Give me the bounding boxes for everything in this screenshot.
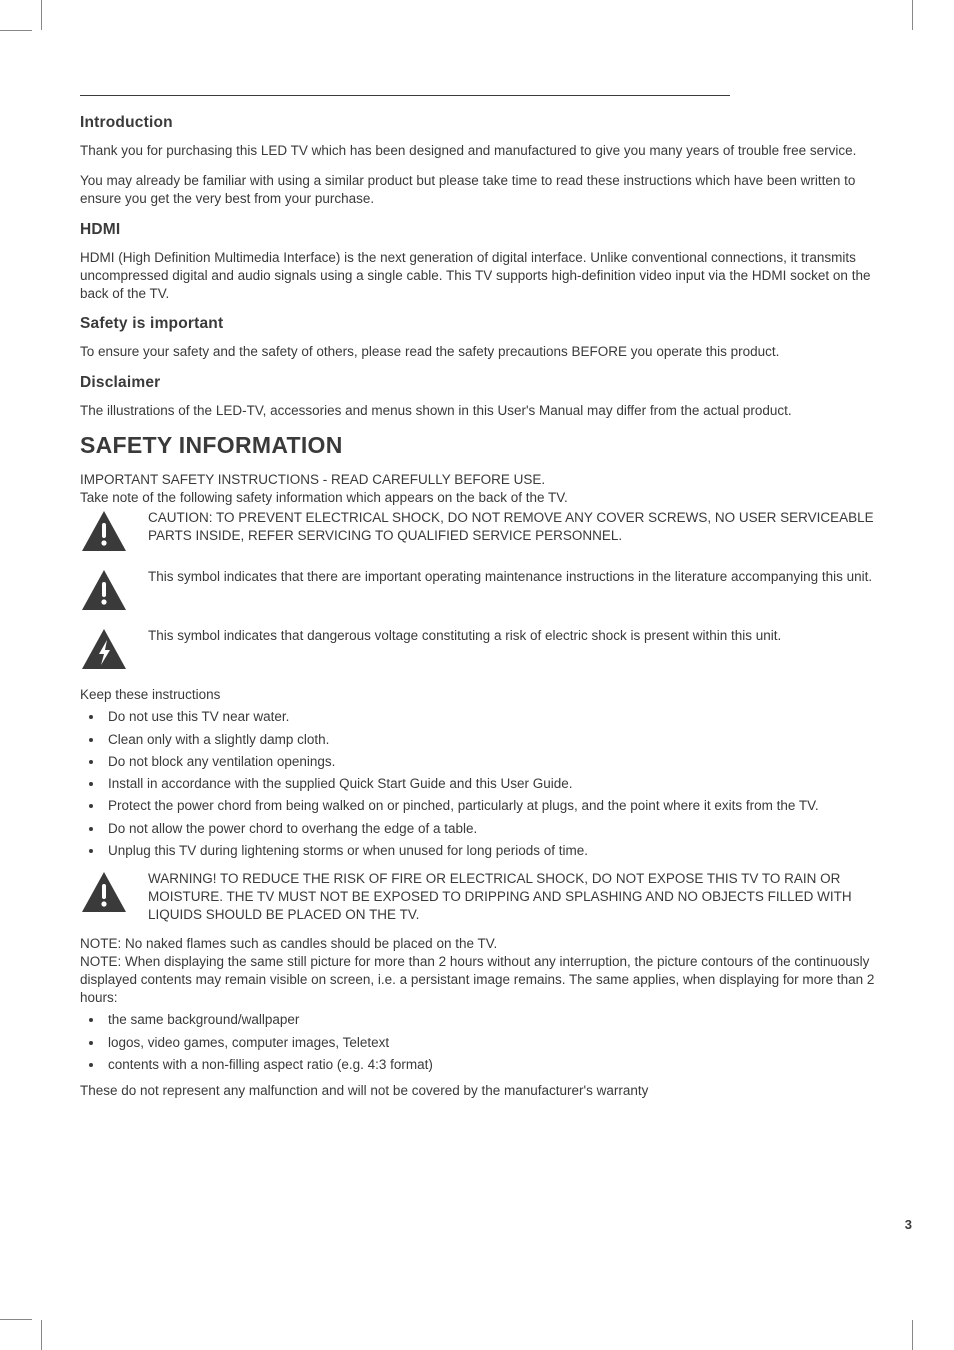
maintenance-text: This symbol indicates that there are imp… — [148, 568, 875, 617]
safety-bullets-2: the same background/wallpaper logos, vide… — [80, 1011, 875, 1074]
heading-introduction: Introduction — [80, 114, 875, 132]
header-rule — [80, 95, 730, 96]
maintenance-exclamation-icon — [80, 568, 128, 617]
heading-safety-important: Safety is important — [80, 315, 875, 333]
list-item: Clean only with a slightly damp cloth. — [104, 731, 875, 749]
intro-p2: You may already be familiar with using a… — [80, 172, 875, 208]
safety-intro2: Take note of the following safety inform… — [80, 489, 875, 507]
voltage-text: This symbol indicates that dangerous vol… — [148, 627, 875, 676]
list-item: Do not allow the power chord to overhang… — [104, 820, 875, 838]
caution-exclamation-icon — [80, 509, 128, 558]
closing: These do not represent any malfunction a… — [80, 1082, 875, 1100]
heading-disclaimer: Disclaimer — [80, 374, 875, 392]
heading-safety-information: SAFETY INFORMATION — [80, 432, 875, 459]
list-item: the same background/wallpaper — [104, 1011, 875, 1029]
note1: NOTE: No naked flames such as candles sh… — [80, 935, 875, 953]
list-item: Do not use this TV near water. — [104, 708, 875, 726]
intro-p1: Thank you for purchasing this LED TV whi… — [80, 142, 875, 160]
list-item: Install in accordance with the supplied … — [104, 775, 875, 793]
warning-exclamation-icon — [80, 870, 128, 925]
safety-intro1: IMPORTANT SAFETY INSTRUCTIONS - READ CAR… — [80, 471, 875, 489]
list-item: Do not block any ventilation openings. — [104, 753, 875, 771]
note2: NOTE: When displaying the same still pic… — [80, 953, 875, 1008]
page-number: 3 — [905, 1217, 912, 1232]
caution-text: CAUTION: TO PREVENT ELECTRICAL SHOCK, DO… — [148, 509, 875, 558]
heading-hdmi: HDMI — [80, 221, 875, 239]
warning-text: WARNING! TO REDUCE THE RISK OF FIRE OR E… — [148, 870, 875, 925]
disclaimer-p1: The illustrations of the LED-TV, accesso… — [80, 402, 875, 420]
voltage-lightning-icon — [80, 627, 128, 676]
list-item: Unplug this TV during lightening storms … — [104, 842, 875, 860]
hdmi-p1: HDMI (High Definition Multimedia Interfa… — [80, 249, 875, 304]
list-item: logos, video games, computer images, Tel… — [104, 1034, 875, 1052]
safety-important-p1: To ensure your safety and the safety of … — [80, 343, 875, 361]
safety-bullets-1: Do not use this TV near water. Clean only… — [80, 708, 875, 860]
list-item: contents with a non-filling aspect ratio… — [104, 1056, 875, 1074]
list-item: Protect the power chord from being walke… — [104, 797, 875, 815]
page-content: Introduction Thank you for purchasing th… — [80, 95, 875, 1100]
keep-instructions: Keep these instructions — [80, 686, 875, 704]
